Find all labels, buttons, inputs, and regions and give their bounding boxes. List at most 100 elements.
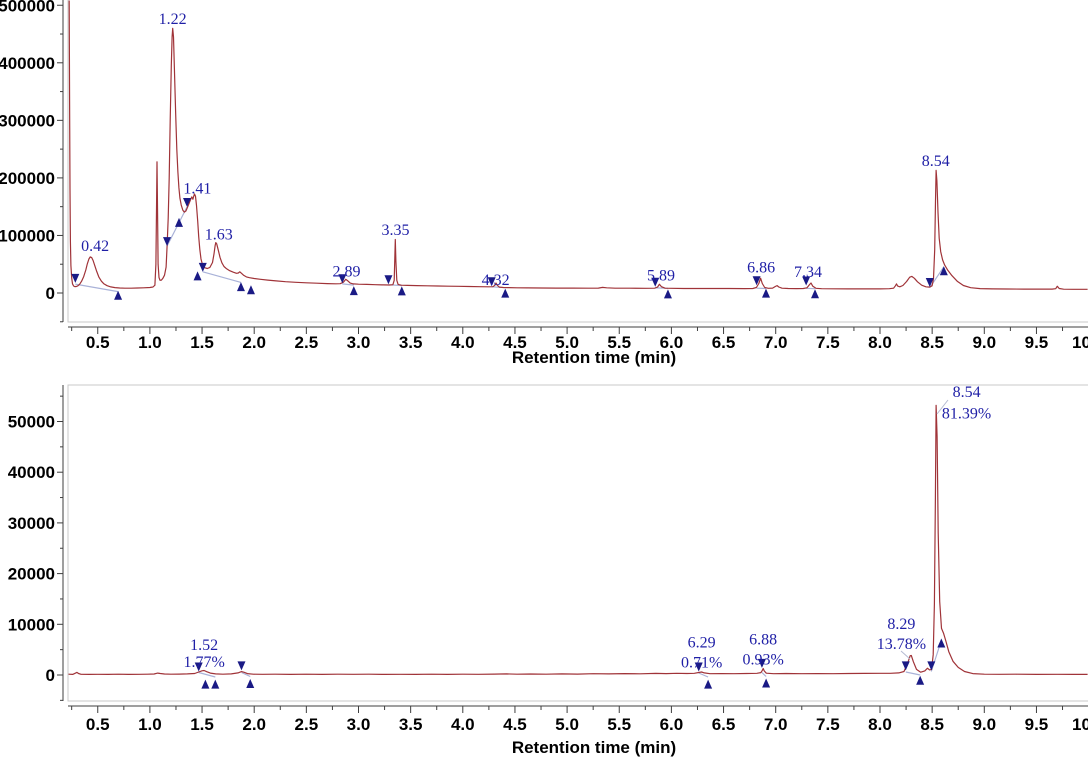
integration-marker-down [198, 262, 207, 272]
integration-marker-up [114, 290, 123, 300]
x-tick-label: 10.0 [1072, 333, 1088, 352]
integration-marker-up [201, 679, 210, 689]
peak-rt-label: 0.42 [81, 238, 109, 255]
integration-marker-down [71, 273, 80, 283]
integration-marker-down [194, 662, 203, 672]
x-tick-label: 7.0 [764, 333, 788, 352]
peak-rt-label: 7.34 [794, 264, 822, 281]
plot-box [67, 0, 1088, 323]
peak-rt-label: 8.54 [953, 384, 981, 401]
y-tick-label: 300000 [0, 111, 55, 130]
integration-marker-up [211, 679, 220, 689]
bottom-plot-area[interactable] [68, 385, 1088, 701]
integration-marker-down [237, 661, 246, 671]
peak-rt-label: 2.89 [333, 263, 361, 280]
integration-marker-up [939, 266, 948, 276]
integration-marker-down [384, 275, 393, 285]
x-tick-label: 4.0 [451, 715, 475, 734]
x-tick-label: 5.5 [607, 715, 631, 734]
plot-box [67, 384, 1088, 702]
x-tick-label: 1.0 [138, 333, 162, 352]
peak-rt-label: 1.22 [159, 11, 187, 28]
x-tick-label: 0.5 [86, 715, 110, 734]
peak-rt-label: 1.63 [205, 226, 233, 243]
peak-rt-label: 6.86 [747, 259, 775, 276]
peak-label-leader [936, 399, 949, 415]
integration-marker-down [487, 277, 496, 287]
x-tick-label: 5.5 [607, 333, 631, 352]
integration-baseline [761, 672, 767, 677]
x-tick-label: 9.0 [972, 333, 996, 352]
x-tick-label: 5.0 [555, 333, 579, 352]
integration-marker-up [704, 679, 713, 689]
integration-marker-down [802, 276, 811, 286]
integration-marker-up [937, 638, 946, 648]
integration-marker-up [501, 288, 510, 298]
peak-percent-label: 13.78% [877, 636, 926, 653]
peak-rt-label: 8.29 [887, 616, 915, 633]
x-tick-label: 2.0 [242, 333, 266, 352]
integration-marker-up [193, 271, 202, 281]
peak-percent-label: 81.39% [942, 405, 991, 422]
x-tick-label: 8.0 [868, 715, 892, 734]
x-tick-label: 10.0 [1072, 715, 1088, 734]
x-tick-label: 6.0 [660, 715, 684, 734]
integration-marker-up [246, 285, 255, 295]
bottom-trace [68, 404, 1088, 675]
peak-rt-label: 3.35 [382, 222, 410, 239]
top-trace [68, 0, 1088, 290]
x-tick-label: 8.0 [868, 333, 892, 352]
x-tick-label: 6.5 [712, 715, 736, 734]
y-tick-label: 50000 [8, 413, 55, 432]
x-tick-label: 5.0 [555, 715, 579, 734]
x-tick-label: 3.0 [347, 333, 371, 352]
x-tick-label: 7.5 [816, 333, 840, 352]
integration-marker-down [752, 276, 761, 286]
top-chromatogram-panel: 0 100000 200000 300000 400000 500000 0.5 1.0 1.5… [0, 0, 1088, 352]
integration-marker-up [811, 289, 820, 299]
integration-marker-down [901, 661, 910, 671]
integration-marker-up [236, 282, 245, 292]
peak-label-leader [900, 650, 911, 660]
peak-rt-label: 6.29 [688, 635, 716, 652]
y-tick-label: 500000 [0, 0, 55, 15]
x-tick-label: 2.5 [295, 715, 319, 734]
integration-marker-down [183, 197, 192, 207]
integration-marker-down [694, 662, 703, 672]
x-tick-label: 4.5 [503, 333, 527, 352]
x-tick-label: 4.0 [451, 333, 475, 352]
integration-baseline [342, 283, 354, 286]
x-tick-label: 4.5 [503, 715, 527, 734]
y-tick-label: 10000 [8, 615, 55, 634]
x-tick-label: 2.0 [242, 715, 266, 734]
integration-marker-down [651, 277, 660, 287]
integration-baseline [241, 671, 251, 678]
integration-marker-up [246, 679, 255, 689]
x-axis-title-bottom: Retention time (min) [512, 738, 676, 757]
integration-marker-up [762, 288, 771, 298]
y-tick-label: 400000 [0, 54, 55, 73]
x-tick-label: 9.0 [972, 715, 996, 734]
x-tick-label: 1.0 [138, 715, 162, 734]
top-plot-area[interactable] [68, 0, 1088, 322]
integration-marker-up [916, 675, 925, 685]
integration-marker-down [757, 658, 766, 668]
x-tick-label: 1.5 [190, 715, 214, 734]
integration-baseline [75, 283, 119, 293]
integration-baseline [198, 671, 216, 678]
integration-marker-down [927, 661, 936, 671]
x-tick-label: 3.5 [399, 333, 423, 352]
integration-baseline [698, 672, 709, 678]
peak-rt-label: 5.89 [647, 267, 675, 284]
integration-marker-up [663, 289, 672, 299]
peak-rt-label: 6.88 [749, 632, 777, 649]
x-tick-label: 8.5 [920, 715, 944, 734]
peak-rt-label: 4.32 [482, 272, 510, 289]
peak-percent-label: 0.93% [743, 651, 784, 668]
x-tick-label: 1.5 [190, 333, 214, 352]
y-tick-label: 0 [46, 284, 55, 303]
y-tick-label: 0 [46, 666, 55, 685]
